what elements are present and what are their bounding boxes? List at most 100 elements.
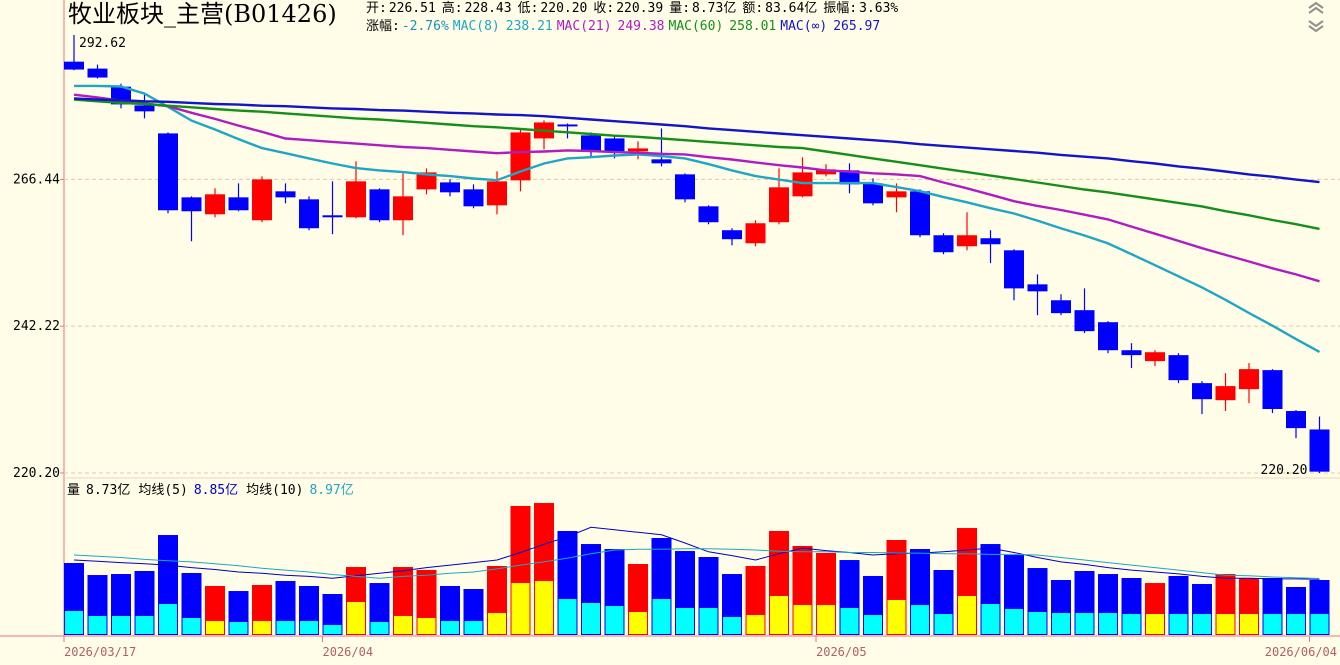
candle-body bbox=[463, 189, 484, 207]
volume-inner-bar bbox=[958, 596, 976, 634]
change-label: 涨幅: bbox=[366, 19, 400, 34]
scroll-down[interactable] bbox=[1308, 20, 1324, 33]
volume-inner-bar bbox=[911, 605, 929, 634]
volume-inner-bar bbox=[65, 610, 83, 634]
chart-title: 牧业板块_主营(B01426) bbox=[68, 0, 337, 28]
ma-line bbox=[73, 93, 1320, 283]
volume-inner-bar bbox=[1240, 614, 1258, 634]
legend-value: 238.21 bbox=[506, 19, 553, 34]
volume-inner-bar bbox=[629, 612, 647, 634]
legend-name: MAC(60) bbox=[669, 19, 724, 34]
volume-inner-bar bbox=[1310, 614, 1329, 634]
candle-body bbox=[1027, 284, 1048, 292]
candle-body bbox=[1098, 322, 1118, 351]
legend-value: 258.01 bbox=[729, 19, 776, 34]
volume-inner-bar bbox=[746, 615, 765, 634]
header-label: 额: bbox=[742, 1, 763, 16]
volume-inner-bar bbox=[934, 614, 953, 634]
volume-inner-bar bbox=[770, 596, 788, 634]
volume-inner-bar bbox=[229, 622, 248, 634]
header-label: 量: bbox=[669, 1, 690, 16]
volume-inner-bar bbox=[464, 621, 483, 634]
volume-inner-bar bbox=[1146, 614, 1164, 634]
scroll-up-icon[interactable] bbox=[1308, 1, 1324, 14]
header-label: 开: bbox=[366, 1, 387, 16]
candle-body bbox=[1004, 250, 1024, 289]
volume-inner-bar bbox=[1169, 614, 1188, 634]
candle-body bbox=[1145, 352, 1165, 362]
ma-legend: 涨幅: -2.76% MAC(8) 238.21 MAC(21) 249.38 MAC(60… bbox=[366, 19, 880, 34]
candle-body bbox=[1051, 300, 1071, 314]
volume-inner-bar bbox=[370, 622, 389, 634]
candle-body bbox=[346, 181, 366, 218]
volume-ma-line bbox=[73, 548, 1320, 579]
volume-inner-bar bbox=[652, 599, 671, 634]
candle-body bbox=[722, 230, 742, 240]
y-tick-label: 266.44 bbox=[13, 172, 60, 187]
x-tick-label: 2026/04 bbox=[323, 645, 374, 659]
ma-line bbox=[74, 84, 1321, 353]
candle-body bbox=[675, 174, 695, 200]
candle-body bbox=[181, 197, 202, 212]
volume-inner-bar bbox=[182, 617, 201, 634]
candle-body bbox=[1309, 429, 1330, 472]
x-tick-label: 2026/06/04 bbox=[1265, 645, 1337, 659]
candle-body bbox=[769, 187, 789, 223]
candle-body bbox=[816, 169, 836, 175]
candle-body bbox=[416, 172, 437, 190]
ma-line bbox=[73, 97, 1320, 184]
x-tick-label: 2026/03/17 bbox=[64, 645, 136, 659]
candle-body bbox=[275, 191, 296, 198]
candle-body bbox=[228, 197, 249, 211]
volume-inner-bar bbox=[817, 605, 835, 634]
volume-inner-bar bbox=[723, 616, 741, 634]
volume-inner-bar bbox=[347, 601, 365, 634]
scroll-up[interactable] bbox=[1308, 1, 1324, 14]
volume-inner-bar bbox=[323, 624, 342, 634]
candle-body bbox=[698, 206, 719, 223]
volume-inner-bar bbox=[394, 615, 412, 634]
volume-value: 8.73亿 bbox=[86, 483, 130, 498]
y-tick-label: 220.20 bbox=[13, 466, 60, 481]
candle-body bbox=[510, 132, 531, 181]
candle-body bbox=[158, 133, 178, 211]
header-value: 220.39 bbox=[616, 1, 663, 16]
volume-inner-bar bbox=[112, 615, 130, 634]
candle-body bbox=[1192, 383, 1212, 400]
candle-body bbox=[393, 196, 413, 221]
volume-inner-bar bbox=[88, 615, 107, 634]
candle-body bbox=[487, 181, 507, 206]
candle-body bbox=[581, 135, 601, 152]
candle-body bbox=[322, 215, 343, 218]
volume-inner-bar bbox=[605, 606, 624, 634]
volume-inner-bar bbox=[1263, 614, 1282, 634]
volume-ma-name: 均线(5) bbox=[138, 483, 187, 498]
header-label: 振幅: bbox=[823, 1, 857, 16]
candle-body bbox=[299, 199, 319, 229]
header-value: 8.73亿 bbox=[692, 1, 736, 16]
volume-label: 量 bbox=[67, 483, 80, 498]
volume-inner-bar bbox=[276, 621, 295, 634]
candle-body bbox=[557, 124, 578, 127]
header-label: 收: bbox=[593, 1, 614, 16]
header-value: 228.43 bbox=[465, 1, 512, 16]
volume-inner-bar bbox=[417, 617, 436, 634]
header-value: 226.51 bbox=[389, 1, 436, 16]
volume-inner-bar bbox=[135, 615, 154, 634]
volume-inner-bar bbox=[300, 621, 318, 634]
candle-body bbox=[1121, 350, 1142, 356]
candle-body bbox=[64, 61, 84, 70]
volume-ma-value: 8.85亿 bbox=[194, 483, 238, 498]
volume-inner-bar bbox=[1193, 614, 1211, 634]
header-value: 83.64亿 bbox=[765, 1, 817, 16]
legend-value: 265.97 bbox=[833, 19, 880, 34]
candle-body bbox=[87, 68, 108, 78]
change-value: -2.76% bbox=[402, 19, 449, 34]
volume-inner-bar bbox=[1052, 613, 1070, 634]
header-value: 220.20 bbox=[540, 1, 587, 16]
volume-inner-bar bbox=[441, 621, 459, 634]
scroll-down-icon[interactable] bbox=[1308, 20, 1324, 33]
low-annotation: 220.20 bbox=[1261, 463, 1308, 478]
volume-legend: 量 8.73亿 均线(5) 8.85亿 均线(10) 8.97亿 bbox=[67, 483, 354, 498]
volume-inner-bar bbox=[1005, 608, 1023, 634]
